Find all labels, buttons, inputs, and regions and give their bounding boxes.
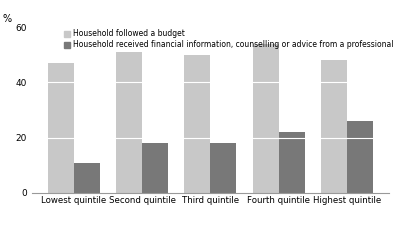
Legend: Household followed a budget, Household received financial information, counselli: Household followed a budget, Household r… bbox=[64, 30, 394, 49]
Bar bbox=[321, 60, 347, 193]
Bar bbox=[48, 63, 74, 193]
Bar bbox=[279, 132, 304, 193]
Bar bbox=[210, 143, 236, 193]
Bar bbox=[185, 55, 210, 193]
Bar bbox=[74, 163, 100, 193]
Bar bbox=[142, 143, 168, 193]
Bar bbox=[116, 52, 142, 193]
Bar bbox=[253, 44, 279, 193]
Bar bbox=[347, 121, 373, 193]
Y-axis label: %: % bbox=[2, 14, 11, 24]
